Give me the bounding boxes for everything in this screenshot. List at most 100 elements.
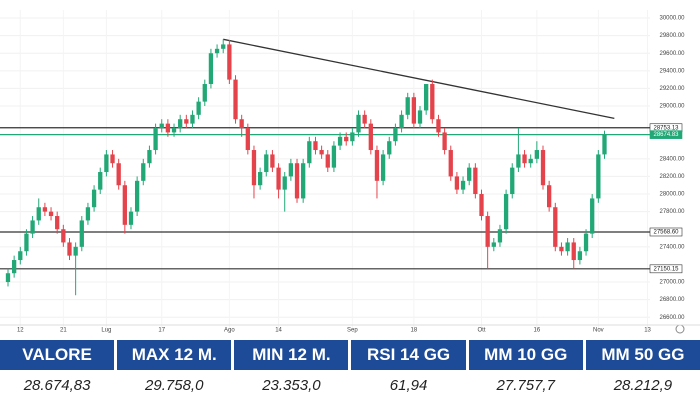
candle-body: [442, 132, 447, 151]
candle-body: [264, 154, 269, 173]
y-tick-label: 27000.00: [659, 280, 685, 286]
candle-body: [104, 154, 109, 173]
x-tick-label: 12: [17, 328, 24, 334]
y-tick-label: 28000.00: [659, 192, 685, 198]
x-tick-label: Nov: [593, 328, 604, 334]
candle-body: [5, 273, 11, 283]
candle-body: [387, 141, 392, 155]
candle-body: [559, 246, 564, 252]
candle-body: [430, 84, 435, 120]
candle-body: [36, 207, 41, 221]
candle-body: [497, 229, 503, 243]
candle-body: [85, 207, 91, 221]
y-tick-label: 27400.00: [659, 244, 685, 250]
y-tick-label: 27800.00: [659, 209, 685, 215]
x-tick-label: 17: [158, 328, 165, 334]
table-header: VALORE: [0, 340, 115, 370]
y-tick-label: 29400.00: [659, 68, 685, 74]
candle-body: [356, 114, 361, 133]
candle-body: [424, 84, 429, 111]
table-header: MAX 12 M.: [117, 340, 232, 370]
candle-body: [534, 150, 540, 159]
candle-body: [282, 176, 287, 190]
level-label: 27150.15: [653, 266, 679, 272]
candle-body: [251, 150, 257, 186]
candle-body: [602, 134, 607, 155]
candle-body: [540, 150, 546, 186]
level-label: 27568.60: [653, 230, 679, 236]
candle-body: [61, 229, 66, 243]
table-header: MM 50 GG: [585, 340, 700, 370]
candle-body: [178, 119, 183, 129]
candle-body: [184, 119, 189, 124]
candle-body: [583, 233, 589, 252]
candle-body: [294, 163, 300, 199]
candle-body: [553, 207, 558, 247]
chart: 26600.00 26800.00 27000.00 27400.00 27800.00…: [0, 10, 700, 334]
candle-body: [18, 251, 23, 261]
candle-body: [165, 123, 171, 133]
candle-body: [485, 216, 490, 247]
candle-body: [91, 189, 97, 208]
candle-body: [510, 167, 515, 195]
x-tick-label: Lug: [101, 328, 111, 334]
table-value: 61,94: [389, 376, 428, 394]
candle-body: [171, 128, 177, 133]
candle-body: [368, 123, 373, 151]
y-tick-label: 26800.00: [659, 297, 685, 303]
level-label-box: [649, 227, 683, 237]
candle-body: [159, 123, 164, 129]
candle-body: [313, 141, 318, 151]
level-label: 28674.83: [653, 132, 679, 138]
candle-body: [116, 163, 121, 186]
candle-body: [79, 220, 84, 247]
candle-body: [288, 163, 294, 177]
candle-body: [577, 251, 583, 261]
candle-body: [571, 242, 576, 261]
candle-body: [227, 44, 232, 80]
table-value: 29.758,0: [145, 376, 204, 394]
table-value: 28.212,9: [613, 376, 673, 394]
x-tick-label: 14: [275, 328, 282, 334]
candle-body: [337, 136, 343, 146]
x-tick-label: Ott: [477, 328, 485, 334]
candle-body: [331, 145, 337, 168]
candle-body: [448, 150, 453, 177]
candle-body: [208, 53, 214, 85]
y-tick-label: 28400.00: [659, 156, 685, 162]
candle-body: [270, 154, 275, 168]
x-tick-label: 21: [60, 328, 67, 334]
candle-body: [153, 128, 158, 151]
candle-body: [128, 211, 134, 225]
candle-body: [546, 185, 552, 208]
candle-body: [596, 154, 601, 199]
candle-body: [405, 97, 410, 115]
table-header: MIN 12 M.: [234, 340, 349, 370]
candle-body: [307, 141, 312, 164]
candle-body: [344, 136, 349, 142]
candle-body: [214, 48, 220, 54]
candle-body: [522, 154, 527, 164]
candle-body: [491, 242, 496, 247]
candle-body: [319, 150, 324, 155]
candle-body: [257, 172, 263, 186]
candle-body: [436, 119, 441, 133]
candle-body: [221, 44, 226, 49]
candle-body: [42, 207, 48, 212]
candle-body: [122, 185, 127, 225]
y-tick-label: 29600.00: [659, 51, 685, 57]
candle-body: [24, 233, 29, 252]
x-tick-label: 18: [411, 328, 418, 334]
y-tick-label: 29200.00: [659, 86, 685, 92]
y-tick-label: 28200.00: [659, 174, 685, 180]
candle-body: [516, 154, 521, 168]
candle-body: [134, 180, 140, 212]
candle-body: [590, 198, 595, 234]
y-tick-label: 29800.00: [659, 33, 685, 39]
table-header: MM 10 GG: [468, 340, 583, 370]
table-value: 28.674,83: [23, 376, 91, 394]
x-tick-label: Sep: [347, 328, 358, 334]
settings-icon[interactable]: [675, 324, 685, 334]
candle-body: [417, 110, 423, 124]
